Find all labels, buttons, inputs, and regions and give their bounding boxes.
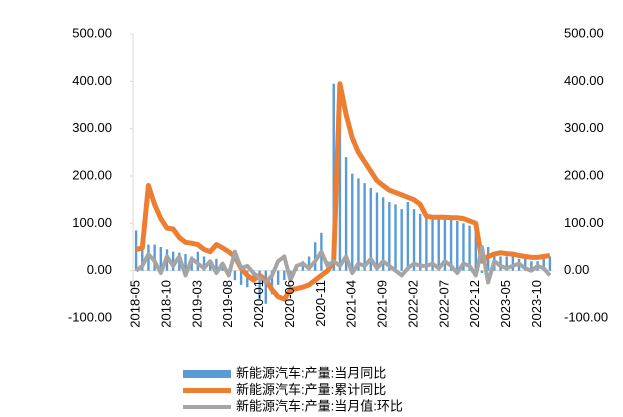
bar [276,270,280,285]
x-tick-label: 2021-04 [344,280,359,328]
legend-label: 新能源汽车:产量:当月值:环比 [236,398,403,413]
bar [338,121,342,271]
y2-tick-label: 400.00 [564,73,604,88]
bar [283,270,286,281]
legend-swatch [183,370,231,378]
bar [332,83,335,271]
bar [233,270,237,281]
bar [357,178,360,271]
bar [400,209,403,271]
bar [431,218,434,271]
x-tick-label: 2019-08 [220,280,235,328]
bar [394,204,397,271]
x-tick-label: 2021-09 [375,280,390,328]
bar [381,197,385,271]
y-tick-label: 300.00 [72,120,112,135]
bar [388,202,391,271]
x-tick-label: 2022-02 [405,280,420,328]
bar [264,270,267,304]
bar [425,216,428,271]
bar [221,265,224,271]
x-tick-label: 2023-05 [498,280,513,328]
bar [505,256,508,271]
bar [462,223,465,271]
bar [480,270,484,274]
bar [449,218,453,271]
x-tick-label: 2022-07 [436,280,451,328]
bar [258,270,261,300]
bar [246,270,249,288]
line [134,245,552,285]
bar [252,270,255,283]
bar [511,256,515,271]
x-tick-label: 2020-01 [251,280,266,328]
bar [159,247,162,271]
bar [351,173,354,271]
y-tick-label: 100.00 [72,215,112,230]
y2-tick-label: -100.00 [564,309,608,324]
bar [209,261,212,271]
y2-tick-label: 500.00 [564,25,604,40]
bar [530,261,533,271]
x-tick-label: 2018-10 [158,280,173,328]
legend-label: 新能源汽车:产量:累计同比 [236,382,386,397]
bar [344,157,348,271]
bar [202,256,206,271]
y-tick-label: 200.00 [72,167,112,182]
y-tick-label: -100.00 [68,309,112,324]
x-tick-label: 2022-12 [467,280,482,328]
bar [153,244,156,271]
y-tick-label: 500.00 [72,25,112,40]
bar [524,258,527,271]
bar [443,218,447,271]
x-tick-label: 2023-10 [529,280,544,328]
bar [419,213,422,271]
bar [171,251,175,271]
bar [437,218,440,271]
bar [215,258,218,271]
bar [474,228,477,271]
bar [456,220,459,271]
bar [141,242,144,271]
bar [468,225,471,271]
y2-tick-label: 300.00 [564,120,604,135]
y2-tick-label: 200.00 [564,167,604,182]
bar [134,230,138,271]
bar [412,209,416,271]
x-tick-label: 2020-11 [313,280,328,327]
bar [239,270,243,285]
bar [184,254,187,271]
legend-label: 新能源汽车:产量:当月同比 [236,365,386,380]
bar [307,256,311,271]
bar [406,202,410,271]
y2-tick-label: 100.00 [564,215,604,230]
bar [363,183,366,271]
y-tick-label: 0.00 [87,262,112,277]
bar [369,187,372,271]
bar [375,192,379,271]
x-tick-label: 2020-06 [282,280,297,328]
y2-tick-label: 0.00 [564,262,589,277]
x-tick-label: 2018-05 [128,280,143,328]
x-tick-label: 2019-03 [189,280,204,328]
bar [548,256,552,271]
bar [314,242,317,271]
bar [542,256,545,271]
y-tick-label: 400.00 [72,73,112,88]
bar [270,270,274,295]
